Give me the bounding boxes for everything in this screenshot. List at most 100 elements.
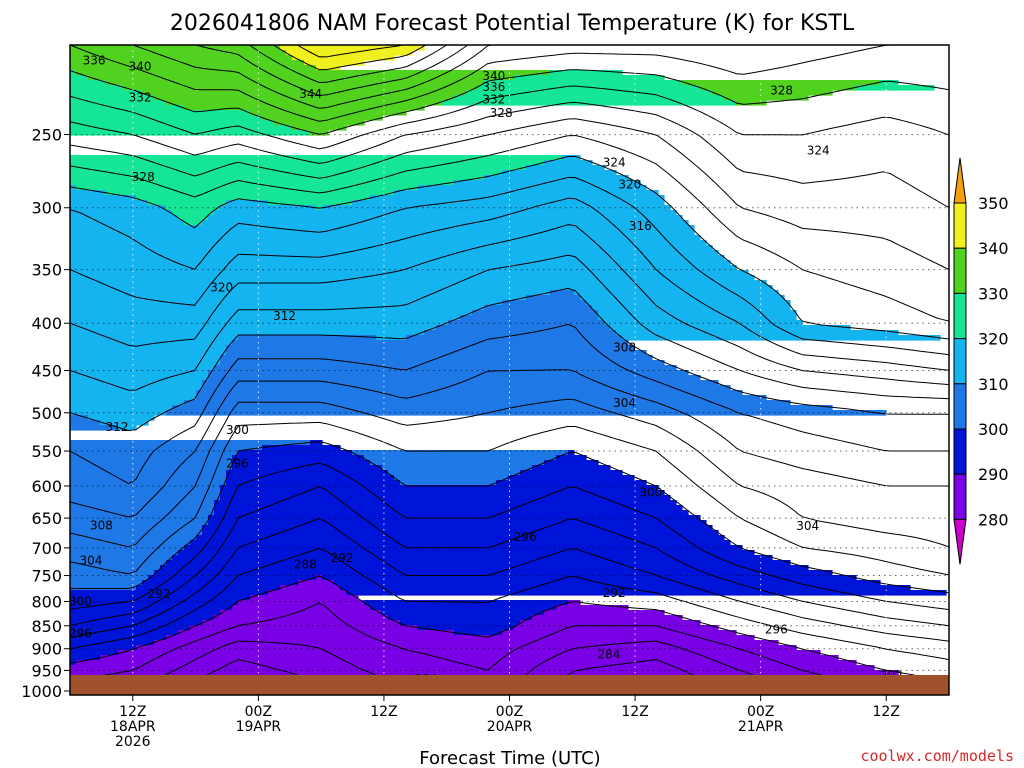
field-cell xyxy=(214,500,677,506)
field-cell xyxy=(70,670,899,675)
field-cell xyxy=(184,105,425,111)
field-cell xyxy=(208,215,683,221)
field-cell xyxy=(484,305,593,311)
field-cell xyxy=(70,580,143,586)
field-cell xyxy=(70,65,317,71)
y-tick-label: 350 xyxy=(31,261,62,280)
contour-label: 312 xyxy=(106,420,129,434)
field-cell xyxy=(70,160,545,166)
field-cell xyxy=(70,330,425,336)
field-cell xyxy=(70,630,179,636)
field-cell xyxy=(562,155,581,161)
colorbar-label: 340 xyxy=(978,239,1009,258)
field-cell xyxy=(154,640,779,646)
contour-label: 292 xyxy=(603,586,626,600)
field-cell xyxy=(214,210,677,216)
contour-318 xyxy=(70,176,949,356)
field-cell xyxy=(70,90,143,96)
field-cell xyxy=(70,305,485,311)
field-cell xyxy=(76,185,419,191)
field-cell xyxy=(70,235,701,241)
field-cell xyxy=(484,175,629,181)
field-cell xyxy=(70,370,209,376)
colorbar-segment xyxy=(953,383,967,430)
field-cell xyxy=(214,615,389,621)
field-cell xyxy=(70,530,203,536)
field-cell xyxy=(70,45,281,51)
x-tick-label: 12Z xyxy=(621,704,648,720)
field-cell xyxy=(400,480,497,486)
field-cell xyxy=(220,610,383,616)
field-cell xyxy=(70,465,233,471)
field-cell xyxy=(70,460,233,466)
field-cell xyxy=(190,540,731,546)
pressure-axis: 250 300 350 400 450 500 550 600 650 700 750 800 850 9… xyxy=(21,126,70,701)
credit-text: coolwx.com/models xyxy=(860,747,1014,765)
field-cell xyxy=(70,320,449,326)
x-tick-label: 12Z xyxy=(119,704,146,720)
field-cell xyxy=(346,590,947,596)
field-cell xyxy=(136,645,797,651)
contour-label: 296 xyxy=(69,627,92,641)
field-cell xyxy=(70,250,719,256)
field-cell xyxy=(70,115,263,121)
field-cell xyxy=(70,60,305,66)
field-cell xyxy=(166,100,443,106)
field-cell xyxy=(196,535,725,541)
contour-label: 308 xyxy=(613,341,636,355)
x-tick-label: 12Z xyxy=(370,704,397,720)
field-cell xyxy=(70,325,437,331)
field-cell xyxy=(154,570,833,576)
contour-label: 300 xyxy=(69,594,92,608)
contour-label: 308 xyxy=(90,518,113,532)
field-cell xyxy=(172,555,773,561)
field-cell xyxy=(724,95,809,101)
contour-label: 304 xyxy=(79,553,102,567)
field-cell xyxy=(70,95,155,101)
field-cell xyxy=(586,300,791,306)
contour-326 xyxy=(70,101,949,208)
field-cell xyxy=(70,70,77,76)
field-cell xyxy=(70,375,209,381)
contour-label: 312 xyxy=(273,309,296,323)
colorbar-label: 290 xyxy=(978,465,1009,484)
field-cell xyxy=(70,490,221,496)
field-cell xyxy=(232,455,365,461)
contour-330 xyxy=(70,69,949,135)
contour-324 xyxy=(70,118,949,270)
field-cell xyxy=(310,440,323,446)
field-cell xyxy=(238,335,377,341)
field-cell xyxy=(598,315,797,321)
field-cell xyxy=(70,635,167,641)
field-cell xyxy=(70,230,695,236)
field-cell xyxy=(532,465,611,471)
field-cell xyxy=(70,500,215,506)
field-cell xyxy=(70,445,263,451)
field-cell xyxy=(70,595,251,601)
field-cell xyxy=(550,290,575,296)
field-cell xyxy=(70,640,155,646)
colorbar-segment xyxy=(953,247,967,294)
field-cell xyxy=(70,315,461,321)
contour-290 xyxy=(70,575,915,675)
field-cell xyxy=(220,495,671,501)
contour-label: 328 xyxy=(770,83,793,97)
field-cell xyxy=(454,630,503,636)
field-cell xyxy=(280,45,425,51)
field-cell xyxy=(70,655,101,661)
contour-label: 328 xyxy=(132,170,155,184)
field-cell xyxy=(70,555,173,561)
contour-label: 304 xyxy=(613,396,636,410)
x-axis-label: Forecast Time (UTC) xyxy=(419,748,600,768)
field-cell xyxy=(70,385,203,391)
colorbar-segment xyxy=(953,338,967,385)
field-cell xyxy=(316,575,323,581)
contour-338 xyxy=(248,45,448,83)
field-cell xyxy=(70,475,227,481)
contour-label: 340 xyxy=(482,69,505,83)
y-tick-label: 450 xyxy=(31,361,62,380)
field-cell xyxy=(262,115,383,121)
field-cell xyxy=(502,170,617,176)
field-cell xyxy=(70,120,275,126)
field-cell xyxy=(70,165,527,171)
